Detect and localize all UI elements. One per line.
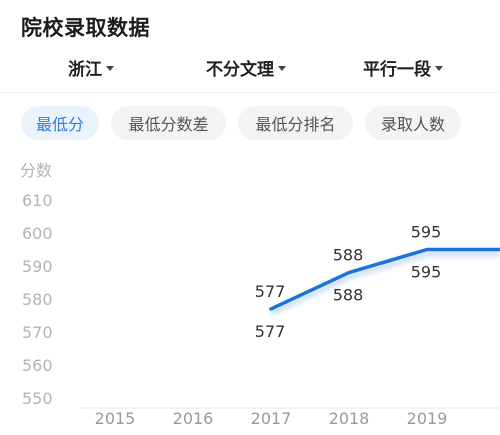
tab-label: 最低分排名 xyxy=(255,115,336,134)
data-point xyxy=(347,271,351,275)
divider xyxy=(0,92,500,93)
series-line-shadow xyxy=(269,250,500,316)
x-tick-label: 2015 xyxy=(95,409,136,428)
data-label: 595 xyxy=(411,223,442,242)
y-tick-label: 570 xyxy=(22,323,53,342)
metric-tabs: 最低分 最低分数差 最低分排名 录取人数 xyxy=(0,106,500,140)
data-label: 588 xyxy=(333,246,364,265)
tab-min-score-rank[interactable]: 最低分排名 xyxy=(238,106,353,140)
x-tick-label: 2017 xyxy=(251,409,292,428)
caret-down-icon xyxy=(435,65,443,71)
series-line xyxy=(269,247,500,311)
data-label: 577 xyxy=(255,322,286,341)
x-tick-label: 2019 xyxy=(407,409,448,428)
subject-filter[interactable]: 不分文理 xyxy=(206,52,286,82)
tab-admission-count[interactable]: 录取人数 xyxy=(365,106,461,140)
y-tick-label: 600 xyxy=(22,224,53,243)
province-filter-label: 浙江 xyxy=(68,59,102,80)
caret-down-icon xyxy=(106,65,114,71)
subject-filter-label: 不分文理 xyxy=(206,59,274,80)
y-tick-label: 560 xyxy=(22,356,53,375)
y-tick-label: 590 xyxy=(22,257,53,276)
page-title: 院校录取数据 xyxy=(21,16,150,40)
caret-down-icon xyxy=(278,65,286,71)
tab-min-score-diff[interactable]: 最低分数差 xyxy=(111,106,226,140)
tab-min-score[interactable]: 最低分 xyxy=(21,106,99,140)
data-point xyxy=(269,307,273,311)
score-line-chart: 分数 610 600 590 580 570 560 550 2015 2016 2017 2018 2… xyxy=(20,161,500,428)
y-axis-label: 分数 xyxy=(20,161,52,180)
batch-filter[interactable]: 平行一段 xyxy=(363,52,443,82)
y-tick-label: 610 xyxy=(22,191,53,210)
data-label: 588 xyxy=(333,286,364,305)
tab-label: 最低分 xyxy=(35,115,84,134)
x-tick-label: 2016 xyxy=(173,409,214,428)
data-point xyxy=(425,248,429,251)
tab-label: 录取人数 xyxy=(380,115,445,134)
y-tick-label: 580 xyxy=(22,290,53,309)
data-label: 577 xyxy=(255,282,286,301)
x-tick-label: 2018 xyxy=(329,409,370,428)
province-filter[interactable]: 浙江 xyxy=(68,52,114,82)
filter-bar: 浙江 不分文理 平行一段 xyxy=(0,52,500,82)
tab-label: 最低分数差 xyxy=(128,115,209,134)
batch-filter-label: 平行一段 xyxy=(363,59,431,80)
data-label: 595 xyxy=(411,263,442,282)
y-tick-label: 550 xyxy=(22,389,53,408)
